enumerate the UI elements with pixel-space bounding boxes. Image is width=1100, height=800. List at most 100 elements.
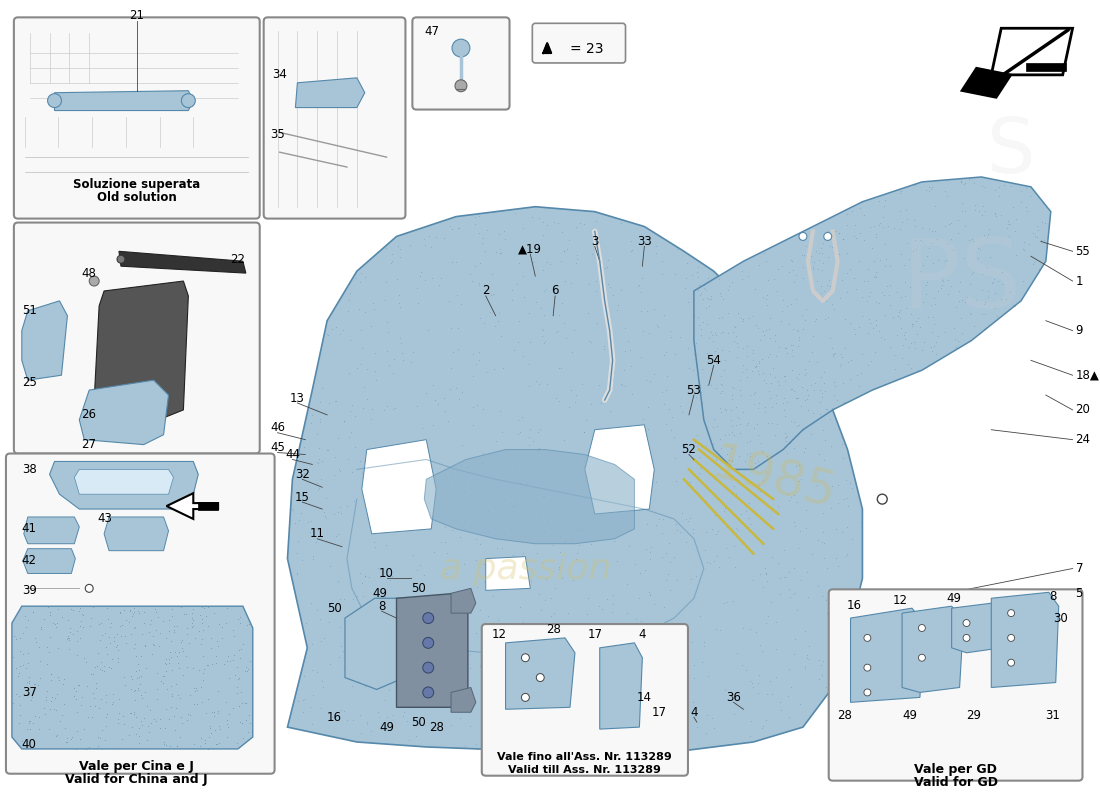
Point xyxy=(815,377,833,390)
Point xyxy=(578,608,595,621)
Point xyxy=(229,681,246,694)
Polygon shape xyxy=(543,43,551,53)
Point xyxy=(19,647,36,660)
Point xyxy=(758,289,776,302)
Point xyxy=(829,496,847,509)
Point xyxy=(859,327,877,340)
Point xyxy=(165,623,183,636)
Point xyxy=(571,633,588,646)
Point xyxy=(569,546,586,559)
Point xyxy=(865,254,882,267)
Point xyxy=(873,211,891,224)
Point xyxy=(727,400,745,413)
Point xyxy=(148,666,166,679)
Point xyxy=(722,413,739,426)
Point xyxy=(604,483,622,496)
Point xyxy=(962,308,980,321)
Point xyxy=(492,246,509,259)
Point xyxy=(634,324,651,337)
Point xyxy=(311,612,329,625)
Point xyxy=(945,322,962,334)
Point xyxy=(708,342,726,354)
Point xyxy=(757,406,774,418)
Point xyxy=(683,269,701,282)
Text: 18▲: 18▲ xyxy=(1076,369,1099,382)
Point xyxy=(1026,230,1044,242)
Point xyxy=(745,422,762,434)
Point xyxy=(231,716,249,729)
Point xyxy=(398,714,416,727)
Point xyxy=(783,323,801,336)
Circle shape xyxy=(86,584,94,592)
Point xyxy=(790,418,807,431)
Point xyxy=(491,227,508,240)
Point xyxy=(381,359,398,372)
Point xyxy=(125,705,143,718)
Point xyxy=(845,322,862,335)
Point xyxy=(937,254,955,267)
Point xyxy=(575,459,593,472)
Point xyxy=(976,322,993,334)
Point xyxy=(956,204,974,217)
Point xyxy=(516,518,534,530)
Point xyxy=(92,693,110,706)
Point xyxy=(741,446,759,459)
Point xyxy=(207,724,224,737)
Point xyxy=(627,431,645,444)
Point xyxy=(388,273,406,286)
Point xyxy=(877,253,894,266)
Polygon shape xyxy=(166,493,218,519)
Point xyxy=(704,438,722,450)
Point xyxy=(443,222,461,235)
Point xyxy=(466,259,484,272)
Point xyxy=(20,715,37,728)
Point xyxy=(471,346,488,358)
Point xyxy=(172,730,189,743)
Point xyxy=(165,710,183,722)
Point xyxy=(620,539,638,552)
Point xyxy=(492,330,509,342)
Point xyxy=(321,658,339,670)
Point xyxy=(345,494,363,507)
Point xyxy=(671,400,689,413)
Point xyxy=(920,185,937,198)
Point xyxy=(814,256,832,269)
Point xyxy=(881,298,899,311)
Point xyxy=(700,332,717,345)
Circle shape xyxy=(1008,659,1014,666)
Point xyxy=(806,376,824,389)
Point xyxy=(476,486,494,499)
Point xyxy=(395,441,412,454)
Point xyxy=(624,243,641,256)
Point xyxy=(141,703,158,716)
Point xyxy=(726,334,744,347)
Point xyxy=(851,202,869,214)
Point xyxy=(372,676,389,689)
Point xyxy=(852,290,870,303)
Point xyxy=(629,279,647,292)
Point xyxy=(87,661,104,674)
Point xyxy=(761,674,779,687)
Point xyxy=(187,682,205,694)
Point xyxy=(925,339,943,352)
Point xyxy=(801,285,818,298)
Point xyxy=(749,322,767,334)
Point xyxy=(476,245,494,258)
Point xyxy=(711,287,728,300)
Point xyxy=(169,657,187,670)
Point xyxy=(498,678,516,690)
Point xyxy=(719,454,737,466)
Point xyxy=(757,562,774,574)
Point xyxy=(152,626,169,639)
Point xyxy=(465,211,483,224)
Point xyxy=(761,368,779,381)
Point xyxy=(40,601,57,614)
Point xyxy=(424,271,441,284)
Point xyxy=(640,740,658,753)
Point xyxy=(464,418,482,431)
Point xyxy=(398,603,416,616)
Point xyxy=(96,665,113,678)
Point xyxy=(598,261,616,274)
Point xyxy=(729,524,747,537)
Point xyxy=(333,324,351,337)
